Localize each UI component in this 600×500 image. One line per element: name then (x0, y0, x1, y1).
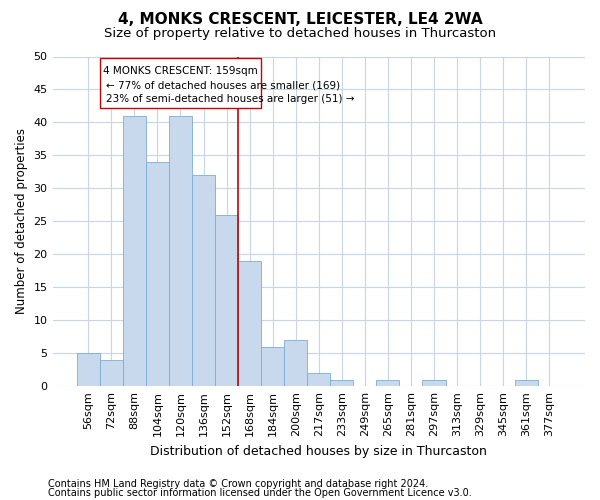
Bar (330, 380, 353, 386)
Bar (307, 373, 330, 386)
Text: 4 MONKS CRESCENT: 159sqm: 4 MONKS CRESCENT: 159sqm (103, 66, 258, 76)
Bar (169, 116, 192, 386)
Bar (515, 380, 538, 386)
Bar (77, 353, 100, 386)
Bar (123, 116, 146, 386)
Bar (284, 340, 307, 386)
Bar (376, 380, 400, 386)
Text: Size of property relative to detached houses in Thurcaston: Size of property relative to detached ho… (104, 28, 496, 40)
Text: Contains public sector information licensed under the Open Government Licence v3: Contains public sector information licen… (48, 488, 472, 498)
Text: Contains HM Land Registry data © Crown copyright and database right 2024.: Contains HM Land Registry data © Crown c… (48, 479, 428, 489)
Text: 23% of semi-detached houses are larger (51) →: 23% of semi-detached houses are larger (… (106, 94, 355, 104)
Bar (215, 214, 238, 386)
Text: 4, MONKS CRESCENT, LEICESTER, LE4 2WA: 4, MONKS CRESCENT, LEICESTER, LE4 2WA (118, 12, 482, 28)
X-axis label: Distribution of detached houses by size in Thurcaston: Distribution of detached houses by size … (151, 444, 487, 458)
Bar (261, 346, 284, 386)
Bar (100, 360, 123, 386)
Y-axis label: Number of detached properties: Number of detached properties (15, 128, 28, 314)
Text: ← 77% of detached houses are smaller (169): ← 77% of detached houses are smaller (16… (106, 80, 340, 90)
Bar (422, 380, 446, 386)
Bar (238, 261, 261, 386)
Bar (192, 175, 215, 386)
Bar (146, 162, 169, 386)
FancyBboxPatch shape (100, 58, 260, 108)
